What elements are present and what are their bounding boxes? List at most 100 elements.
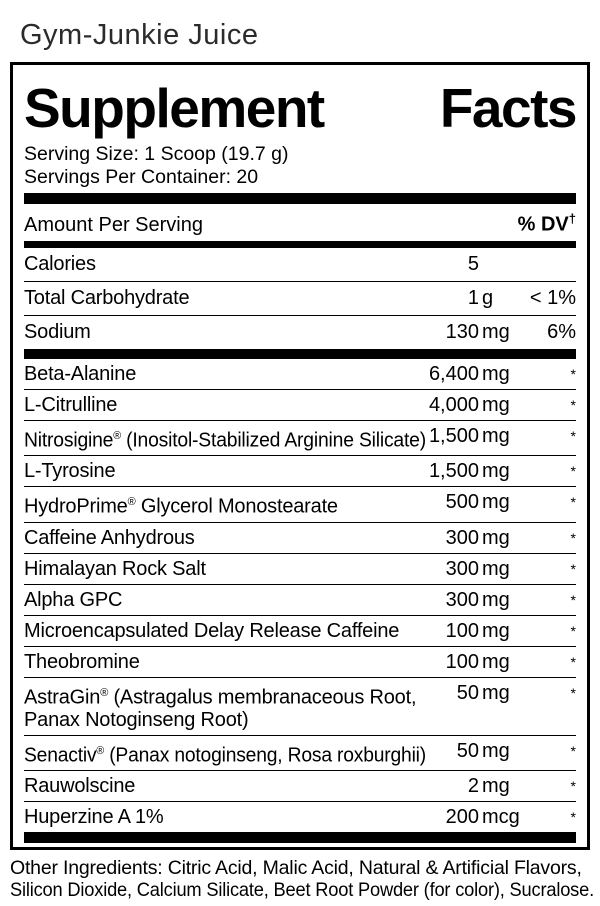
serving-size-line: Serving Size: 1 Scoop (19.7 g) [24,143,289,165]
ingredient-row-name-text: L-Tyrosine [24,460,116,483]
ingredient-row: Huperzine A 1% 200 mcg * [24,801,576,832]
registered-mark: ® [127,496,136,509]
servings-per-container-line: Servings Per Container: 20 [24,166,259,188]
ingredient-row-amount-number: 1,500 [428,460,479,483]
ingredient-row-dv-value: * [570,622,576,639]
ingredient-row: Caffeine Anhydrous 300 mg * [24,521,576,553]
ingredient-row: HydroPrime® Glycerol Monostearate 500 mg * [24,486,576,522]
nutrient-row-amount-number: 130 [445,320,479,343]
ingredient-row-amount-number: 100 [445,619,479,642]
percent-dv-label: % DV† [517,211,576,236]
ingredient-row-name: Himalayan Rock Salt [24,558,426,580]
ingredient-row: Nitrosigine® (Inositol-Stabilized Argini… [24,419,576,456]
ingredient-row-amount-number: 500 [445,491,479,514]
nutrient-row-name-text: Calories [24,252,96,275]
nutrient-row: Sodium 130 mg 6% [24,314,576,349]
ingredient-row-dv-value: * [570,560,576,577]
ingredient-row-name-text: Senactiv® (Panax notoginseng, Rosa roxbu… [24,744,427,767]
ingredient-row-amount-unit: mg [482,460,510,483]
nutrient-row-name-text: Sodium [24,320,91,343]
nutrient-row-dv-value: 6% [547,320,576,343]
ingredient-row: AstraGin® (Astragalus membranaceous Root… [24,676,576,735]
nutrient-row-amount-unit: g [482,286,494,309]
ingredient-row-name-text: Himalayan Rock Salt [24,557,206,580]
ingredient-row-dv: * [526,589,576,611]
ingredient-row-amount: 200 mcg [426,806,526,828]
ingredient-row-amount: 100 mg [426,651,526,673]
ingredient-row-dv: * [526,620,576,642]
ingredient-row-name: HydroPrime® Glycerol Monostearate [24,491,426,518]
other-ingredients: Other Ingredients: Citric Acid, Malic Ac… [10,857,594,901]
ingredient-row-dv-value: * [570,742,576,759]
ingredient-row-name-text: Huperzine A 1% [24,806,164,829]
ingredient-rows: Beta-Alanine 6,400 mg * L-Citrulline 4,000 mg *… [24,359,576,833]
ingredient-row: Himalayan Rock Salt 300 mg * [24,552,576,584]
ingredient-row-name-text: Theobromine [24,650,140,673]
ingredient-row-name: Alpha GPC [24,589,426,611]
ingredient-row-dv-value: * [570,653,576,670]
ingredient-row-amount-unit: mg [482,619,510,642]
serving-info: Serving Size: 1 Scoop (19.7 g) Servings … [24,143,576,189]
ingredient-row-amount-unit: mg [482,424,510,447]
registered-mark: ® [100,686,109,699]
panel-title-word-facts: Facts [439,77,578,139]
nutrient-row-name-text: Total Carbohydrate [24,286,190,309]
divider-bar-section [24,348,576,359]
ingredient-row: Microencapsulated Delay Release Caffeine… [24,614,576,646]
ingredient-row-amount-unit: mg [482,775,510,798]
divider-bar-footnotes [24,832,576,844]
ingredient-row-dv-value: * [570,396,576,413]
nutrient-row-name: Calories [24,253,426,276]
ingredient-row-amount-unit: mg [482,526,510,549]
ingredient-row-dv: * [526,806,576,828]
nutrient-rows: Calories 5 Total Carbohydrate 1 g < 1% Sodium 1… [24,248,576,349]
nutrient-row-amount: 5 [426,253,526,276]
ingredient-row-dv-value: * [570,778,576,795]
ingredient-row-name-text: Caffeine Anhydrous [24,526,195,549]
ingredient-row-dv-value: * [570,684,576,701]
nutrient-row-name: Total Carbohydrate [24,287,426,310]
ingredient-row-amount-unit: mcg [482,806,520,829]
ingredient-row: Alpha GPC 300 mg * [24,583,576,615]
other-ingredients-line: Silicon Dioxide, Calcium Silicate, Beet … [10,879,594,901]
nutrient-row-name: Sodium [24,321,426,344]
divider-bar-top [24,193,576,204]
ingredient-row-amount-number: 1,500 [428,424,479,447]
registered-mark: ® [113,429,121,442]
ingredient-row-dv: * [526,363,576,385]
ingredient-row-name-text: Nitrosigine® (Inositol-Stabilized Argini… [24,429,426,452]
ingredient-row-dv-value: * [570,463,576,480]
ingredient-row-name: L-Tyrosine [24,460,426,482]
ingredient-row-dv: * [526,460,576,482]
nutrient-row-dv: < 1% [526,287,576,310]
ingredient-row-amount: 50 mg [426,740,526,762]
ingredient-row-amount: 300 mg [426,589,526,611]
amount-per-serving-label: Amount Per Serving [24,213,203,236]
ingredient-row-amount: 100 mg [426,620,526,642]
ingredient-row-name-text: L-Citrulline [24,393,118,416]
ingredient-row-amount-unit: mg [482,491,510,514]
ingredient-row-amount-unit: mg [482,739,510,762]
ingredient-row-name: Huperzine A 1% [24,806,426,828]
ingredient-row-amount-number: 300 [445,557,479,580]
ingredient-row-name-text: Rauwolscine [24,775,136,798]
ingredient-row-amount: 2 mg [426,775,526,797]
ingredient-row-dv: * [526,775,576,797]
ingredient-row-amount-unit: mg [482,650,510,673]
dv-dagger: † [568,211,576,226]
ingredient-row-amount: 1,500 mg [426,460,526,482]
ingredient-row-name-text: Panax Notoginseng Root) [24,708,249,731]
ingredient-row-amount-number: 6,400 [428,362,479,385]
ingredient-row-name: Theobromine [24,651,426,673]
ingredient-row-amount: 4,000 mg [426,394,526,416]
ingredient-row-amount-number: 50 [456,681,479,704]
other-ingredients-line: Other Ingredients: Citric Acid, Malic Ac… [10,857,594,879]
ingredient-row-name: Senactiv® (Panax notoginseng, Rosa roxbu… [24,740,426,767]
ingredient-row-name-text: HydroPrime® Glycerol Monostearate [24,495,338,518]
nutrient-row-amount-number: 1 [467,286,479,309]
ingredient-row-name: Nitrosigine® (Inositol-Stabilized Argini… [24,425,426,452]
ingredient-row-amount: 50 mg [426,682,526,704]
ingredient-row-amount-unit: mg [482,588,510,611]
ingredient-row-dv: * [526,558,576,580]
